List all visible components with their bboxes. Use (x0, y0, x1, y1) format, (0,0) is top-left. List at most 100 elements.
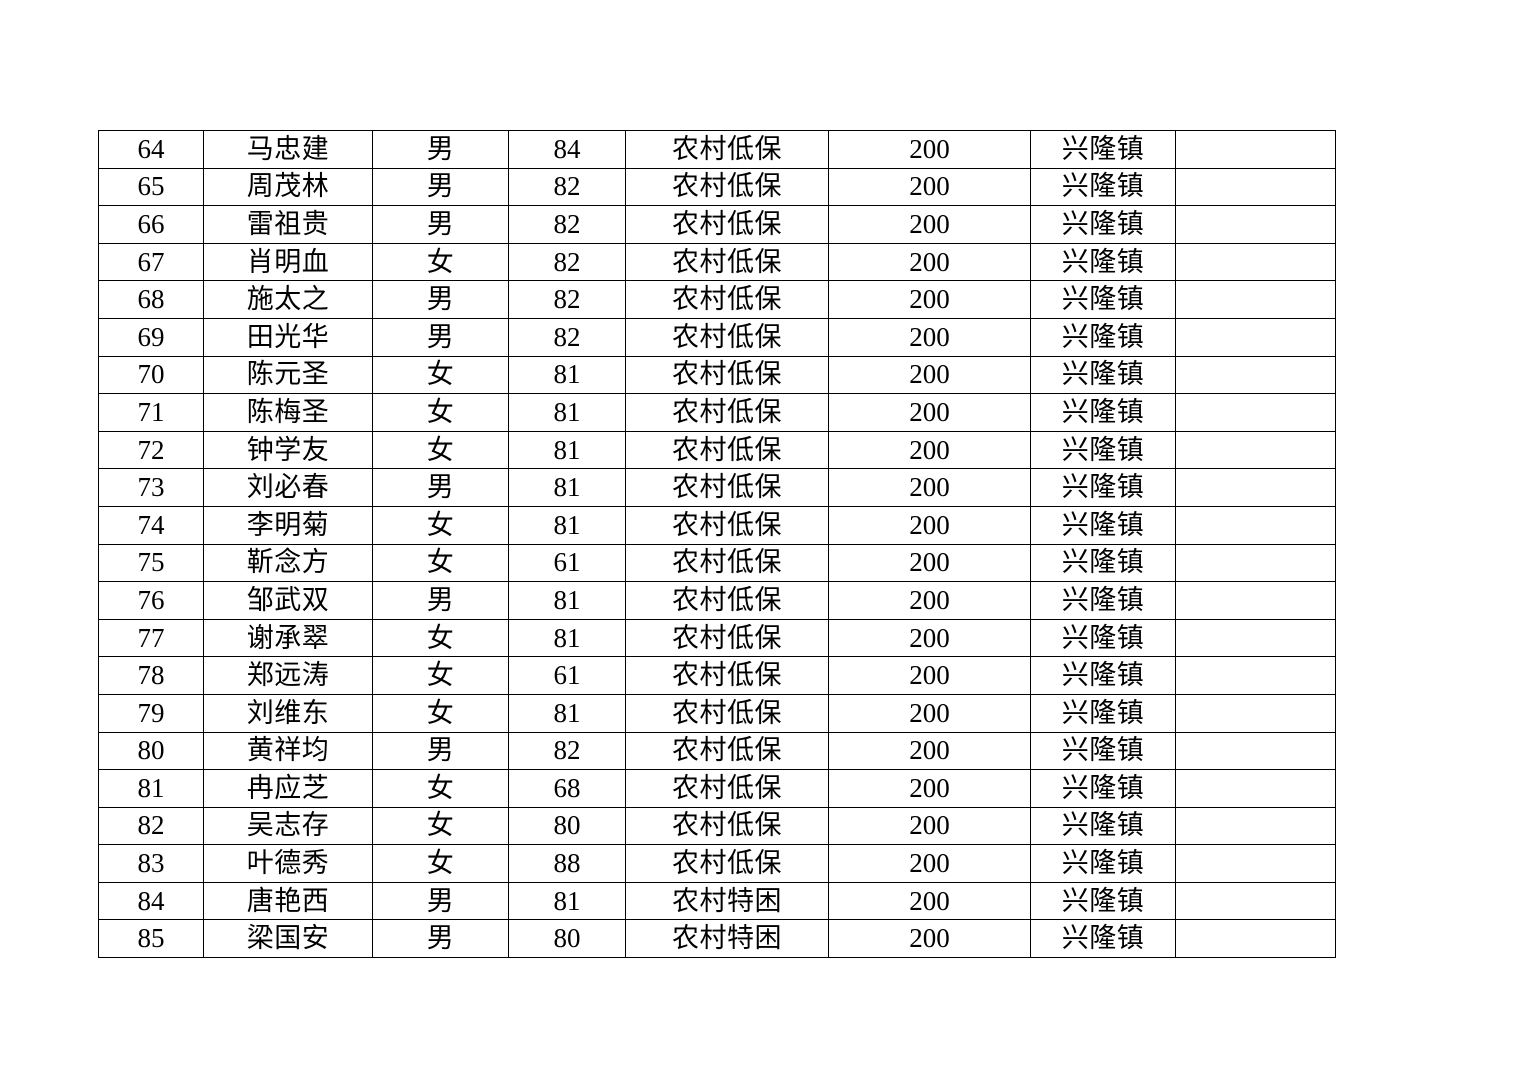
table-row: 73 刘必春男 81 农村低保 200 兴隆镇 (98, 468, 1336, 507)
cell-age: 82 (508, 167, 626, 207)
cell-recipient-name: 马忠建 (203, 130, 373, 169)
cell-township: 兴隆镇 (1030, 167, 1176, 207)
cell-recipient-name: 刘维东 (203, 693, 373, 733)
cell-remarks (1175, 806, 1336, 846)
cell-sequence-number: 75 (98, 543, 204, 583)
cell-subsidy-amount: 200 (828, 130, 1031, 169)
cell-subsidy-amount: 200 (828, 919, 1031, 959)
cell-remarks (1175, 769, 1336, 808)
cell-recipient-name: 黄祥均 (203, 731, 373, 771)
cell-gender: 男 (372, 280, 509, 319)
cell-remarks (1175, 581, 1336, 620)
cell-recipient-name: 施太之 (203, 280, 373, 319)
table-row: 85 梁国安男 80 农村特困 200 兴隆镇 (98, 919, 1336, 959)
table-row: 84 唐艳西男 81 农村特困 200 兴隆镇 (98, 881, 1336, 921)
cell-township: 兴隆镇 (1030, 130, 1176, 169)
cell-township: 兴隆镇 (1030, 618, 1176, 658)
cell-township: 兴隆镇 (1030, 769, 1176, 808)
cell-age: 80 (508, 806, 626, 846)
cell-recipient-name: 钟学友 (203, 430, 373, 470)
cell-subsidy-amount: 200 (828, 693, 1031, 733)
cell-remarks (1175, 693, 1336, 733)
cell-assistance-category: 农村低保 (625, 130, 829, 169)
cell-remarks (1175, 167, 1336, 207)
cell-sequence-number: 70 (98, 355, 204, 395)
cell-recipient-name: 邹武双 (203, 581, 373, 620)
cell-assistance-category: 农村低保 (625, 430, 829, 470)
roster-sheet: 64 马忠建男 84 农村低保 200 兴隆镇 65 周茂林男 82 农村低保 200 兴隆镇 66 雷祖… (98, 130, 1336, 959)
cell-remarks (1175, 242, 1336, 282)
cell-assistance-category: 农村低保 (625, 543, 829, 583)
cell-township: 兴隆镇 (1030, 844, 1176, 883)
cell-township: 兴隆镇 (1030, 693, 1176, 733)
cell-sequence-number: 77 (98, 618, 204, 658)
cell-assistance-category: 农村低保 (625, 468, 829, 507)
cell-remarks (1175, 505, 1336, 545)
cell-subsidy-amount: 200 (828, 769, 1031, 808)
cell-age: 82 (508, 242, 626, 282)
cell-township: 兴隆镇 (1030, 317, 1176, 357)
cell-age: 81 (508, 881, 626, 921)
cell-gender: 男 (372, 205, 509, 244)
cell-subsidy-amount: 200 (828, 205, 1031, 244)
cell-remarks (1175, 430, 1336, 470)
cell-sequence-number: 83 (98, 844, 204, 883)
cell-assistance-category: 农村特困 (625, 881, 829, 921)
cell-sequence-number: 72 (98, 430, 204, 470)
cell-sequence-number: 85 (98, 919, 204, 959)
cell-subsidy-amount: 200 (828, 881, 1031, 921)
cell-subsidy-amount: 200 (828, 844, 1031, 883)
roster-table-body: 64 马忠建男 84 农村低保 200 兴隆镇 65 周茂林男 82 农村低保 200 兴隆镇 66 雷祖… (98, 130, 1336, 959)
cell-township: 兴隆镇 (1030, 881, 1176, 921)
cell-subsidy-amount: 200 (828, 317, 1031, 357)
cell-township: 兴隆镇 (1030, 242, 1176, 282)
cell-age: 81 (508, 693, 626, 733)
cell-subsidy-amount: 200 (828, 280, 1031, 319)
cell-gender: 女 (372, 505, 509, 545)
cell-township: 兴隆镇 (1030, 430, 1176, 470)
cell-gender: 男 (372, 468, 509, 507)
cell-gender: 女 (372, 430, 509, 470)
cell-subsidy-amount: 200 (828, 656, 1031, 695)
cell-sequence-number: 76 (98, 581, 204, 620)
table-row: 70 陈元圣女 81 农村低保 200 兴隆镇 (98, 355, 1336, 395)
table-row: 64 马忠建男 84 农村低保 200 兴隆镇 (98, 130, 1336, 169)
cell-sequence-number: 80 (98, 731, 204, 771)
cell-sequence-number: 73 (98, 468, 204, 507)
table-row: 80 黄祥均男 82 农村低保 200 兴隆镇 (98, 731, 1336, 771)
table-row: 83 叶德秀女 88 农村低保 200 兴隆镇 (98, 844, 1336, 883)
cell-gender: 女 (372, 618, 509, 658)
table-row: 78 郑远涛女 61 农村低保 200 兴隆镇 (98, 656, 1336, 695)
cell-township: 兴隆镇 (1030, 919, 1176, 959)
cell-age: 81 (508, 355, 626, 395)
cell-subsidy-amount: 200 (828, 167, 1031, 207)
cell-recipient-name: 陈梅圣 (203, 393, 373, 432)
table-row: 79 刘维东女 81 农村低保 200 兴隆镇 (98, 693, 1336, 733)
cell-recipient-name: 李明菊 (203, 505, 373, 545)
cell-subsidy-amount: 200 (828, 468, 1031, 507)
cell-sequence-number: 68 (98, 280, 204, 319)
cell-township: 兴隆镇 (1030, 355, 1176, 395)
cell-assistance-category: 农村低保 (625, 844, 829, 883)
cell-gender: 女 (372, 543, 509, 583)
cell-assistance-category: 农村低保 (625, 242, 829, 282)
cell-sequence-number: 84 (98, 881, 204, 921)
cell-assistance-category: 农村低保 (625, 618, 829, 658)
cell-gender: 女 (372, 242, 509, 282)
cell-remarks (1175, 656, 1336, 695)
cell-age: 82 (508, 205, 626, 244)
cell-sequence-number: 74 (98, 505, 204, 545)
table-row: 82 吴志存女 80 农村低保 200 兴隆镇 (98, 806, 1336, 846)
table-row: 67 肖明血女 82 农村低保 200 兴隆镇 (98, 242, 1336, 282)
cell-township: 兴隆镇 (1030, 393, 1176, 432)
table-row: 77 谢承翠女 81 农村低保 200 兴隆镇 (98, 618, 1336, 658)
cell-age: 81 (508, 393, 626, 432)
cell-assistance-category: 农村低保 (625, 731, 829, 771)
cell-recipient-name: 肖明血 (203, 242, 373, 282)
cell-sequence-number: 82 (98, 806, 204, 846)
cell-sequence-number: 64 (98, 130, 204, 169)
cell-sequence-number: 65 (98, 167, 204, 207)
cell-sequence-number: 69 (98, 317, 204, 357)
cell-assistance-category: 农村低保 (625, 581, 829, 620)
cell-assistance-category: 农村低保 (625, 167, 829, 207)
